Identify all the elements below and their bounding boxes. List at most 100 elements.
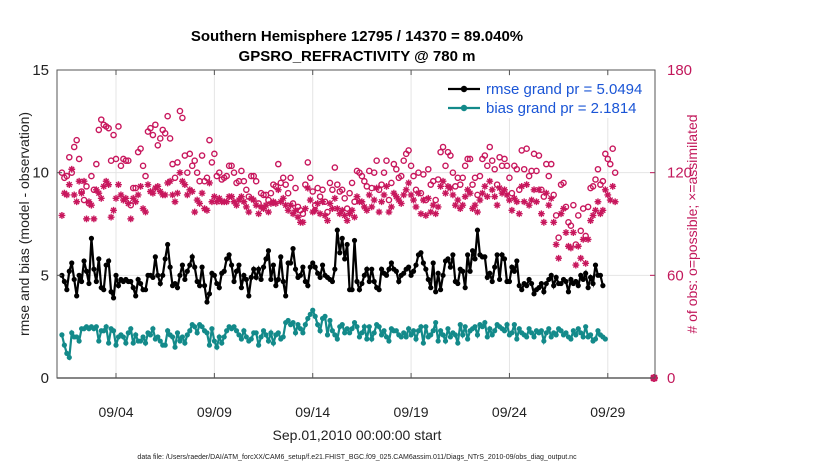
assimilated-point — [245, 208, 253, 216]
rmse-point — [165, 241, 171, 248]
assimilated-point — [223, 198, 231, 206]
rmse-point — [553, 274, 559, 280]
assimilated-point — [85, 198, 93, 206]
bias-point — [315, 322, 321, 328]
assimilated-point — [368, 203, 376, 211]
assimilated-point — [230, 198, 238, 206]
bias-point — [300, 330, 306, 336]
rmse-point — [369, 266, 375, 272]
rmse-point — [238, 285, 245, 291]
bias-point — [329, 328, 335, 334]
possible-point — [606, 160, 614, 168]
possible-point — [481, 152, 489, 159]
rmse-point — [583, 270, 589, 276]
possible-point — [122, 157, 130, 164]
possible-point — [292, 184, 299, 192]
bias-point — [361, 324, 367, 330]
rmse-point — [64, 287, 70, 293]
rmse-point — [184, 268, 190, 274]
assimilated-point — [469, 205, 476, 212]
bias-point — [543, 330, 549, 336]
possible-point — [97, 116, 105, 123]
bias-point — [268, 330, 274, 336]
assimilated-point — [552, 241, 560, 248]
bias-point — [61, 342, 67, 348]
rmse-point — [211, 272, 217, 278]
rmse-point — [501, 256, 508, 262]
bias-point — [484, 334, 490, 340]
rmse-point — [484, 274, 490, 280]
assimilated-point — [336, 210, 344, 218]
rmse-point — [472, 256, 478, 262]
bias-point — [96, 338, 102, 344]
assimilated-point — [78, 189, 85, 197]
x-tick-label: 09/24 — [492, 404, 527, 420]
assimilated-point — [592, 206, 599, 214]
bias-point — [194, 330, 200, 336]
rmse-point — [418, 250, 424, 256]
rmse-point — [88, 235, 95, 241]
assimilated-point — [496, 184, 503, 192]
rmse-point — [445, 256, 451, 262]
rmse-point — [248, 274, 254, 280]
possible-point — [95, 126, 103, 134]
rmse-point — [425, 276, 431, 283]
assimilated-point — [316, 210, 324, 218]
rmse-point — [246, 293, 252, 299]
assimilated-point — [474, 208, 481, 216]
possible-point — [331, 164, 339, 171]
rmse-point — [551, 283, 557, 289]
possible-point — [129, 184, 137, 192]
bias-point — [460, 332, 466, 338]
possible-point — [358, 172, 366, 180]
rmse-point — [408, 272, 414, 278]
assimilated-point — [461, 193, 469, 201]
possible-point — [385, 196, 393, 204]
assimilated-point — [530, 186, 538, 194]
assimilated-point — [228, 193, 235, 201]
possible-point — [604, 155, 612, 163]
assimilated-point — [422, 212, 430, 219]
possible-point — [112, 155, 120, 163]
assimilated-point — [395, 196, 403, 204]
assimilated-point — [405, 179, 413, 187]
assimilated-point — [321, 212, 329, 219]
assimilated-point — [100, 182, 108, 190]
possible-point — [439, 143, 447, 151]
bias-point — [504, 322, 510, 328]
possible-point — [407, 162, 415, 170]
possible-point — [486, 143, 494, 151]
assimilated-point — [105, 181, 113, 189]
assimilated-point — [611, 198, 619, 206]
rmse-point — [268, 276, 274, 283]
bias-point — [93, 324, 99, 330]
possible-point — [449, 169, 457, 176]
possible-point — [198, 152, 206, 159]
assimilated-point — [196, 200, 204, 207]
bias-point — [302, 322, 308, 328]
x-tick-label: 09/04 — [98, 404, 133, 420]
rmse-point — [69, 260, 75, 266]
bias-point — [457, 322, 463, 328]
bias-point — [583, 324, 589, 330]
possible-point — [459, 174, 467, 182]
bias-point — [509, 330, 515, 336]
assimilated-point — [574, 242, 582, 250]
assimilated-point — [210, 193, 218, 201]
bias-point — [317, 328, 323, 334]
bias-point — [410, 328, 417, 334]
rmse-point — [66, 268, 72, 274]
rmse-point — [514, 258, 520, 264]
rmse-point — [592, 262, 599, 268]
bias-point — [172, 344, 178, 350]
possible-point — [390, 160, 398, 168]
bias-point — [563, 330, 569, 336]
possible-point — [282, 181, 289, 188]
possible-point — [599, 177, 607, 185]
bias-point — [342, 330, 348, 336]
rmse-point — [437, 287, 444, 293]
rmse-point — [351, 237, 358, 244]
rmse-point — [376, 287, 382, 293]
y-tick-label: 0 — [41, 370, 49, 387]
assimilated-point — [540, 218, 548, 226]
